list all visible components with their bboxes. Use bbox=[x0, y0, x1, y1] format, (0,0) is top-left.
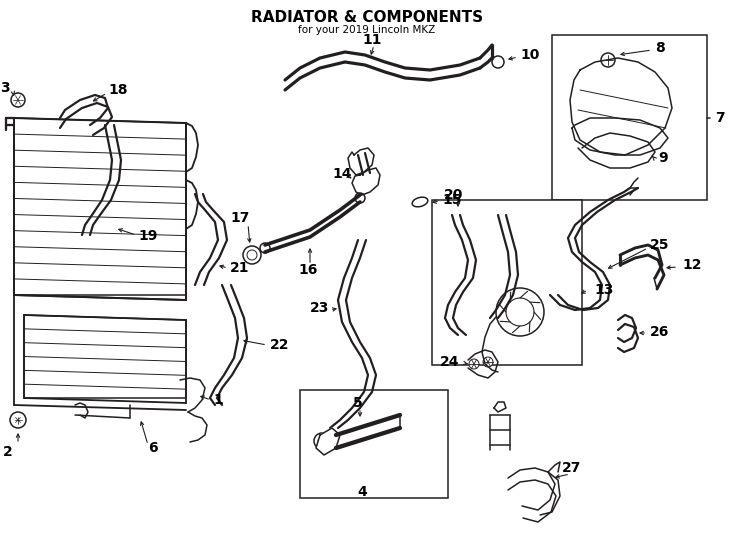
Text: 23: 23 bbox=[310, 301, 330, 315]
Ellipse shape bbox=[413, 197, 428, 207]
Circle shape bbox=[260, 243, 270, 253]
Circle shape bbox=[243, 246, 261, 264]
Text: 7: 7 bbox=[715, 111, 724, 125]
Circle shape bbox=[492, 56, 504, 68]
Text: 9: 9 bbox=[658, 151, 668, 165]
Text: 14: 14 bbox=[332, 167, 352, 181]
Text: for your 2019 Lincoln MKZ: for your 2019 Lincoln MKZ bbox=[299, 25, 435, 35]
Polygon shape bbox=[14, 118, 186, 295]
Circle shape bbox=[483, 357, 493, 367]
Text: RADIATOR & COMPONENTS: RADIATOR & COMPONENTS bbox=[251, 10, 483, 25]
Polygon shape bbox=[316, 428, 340, 455]
Text: 19: 19 bbox=[138, 229, 157, 243]
Text: 24: 24 bbox=[440, 355, 459, 369]
Text: 8: 8 bbox=[655, 41, 665, 55]
Text: 17: 17 bbox=[230, 211, 250, 225]
Text: 20: 20 bbox=[444, 188, 464, 202]
Circle shape bbox=[469, 359, 479, 369]
Circle shape bbox=[314, 433, 330, 449]
Circle shape bbox=[11, 93, 25, 107]
Circle shape bbox=[506, 298, 534, 326]
Circle shape bbox=[10, 412, 26, 428]
Text: 18: 18 bbox=[108, 83, 128, 97]
Text: 21: 21 bbox=[230, 261, 250, 275]
Text: 2: 2 bbox=[3, 445, 13, 459]
Circle shape bbox=[601, 53, 615, 67]
Circle shape bbox=[496, 288, 544, 336]
Circle shape bbox=[318, 437, 326, 445]
Text: 6: 6 bbox=[148, 441, 158, 455]
Bar bbox=[300, 390, 448, 498]
Text: 12: 12 bbox=[682, 258, 702, 272]
Text: 15: 15 bbox=[442, 193, 462, 207]
Polygon shape bbox=[24, 315, 186, 398]
Text: 25: 25 bbox=[650, 238, 669, 252]
Bar bbox=[432, 200, 582, 365]
Text: 1: 1 bbox=[213, 393, 222, 407]
Bar bbox=[552, 35, 707, 200]
Text: 27: 27 bbox=[562, 461, 581, 475]
Text: 4: 4 bbox=[357, 485, 367, 499]
Text: 3: 3 bbox=[0, 81, 10, 95]
Text: 26: 26 bbox=[650, 325, 669, 339]
Text: 11: 11 bbox=[363, 33, 382, 47]
Text: 16: 16 bbox=[298, 263, 318, 277]
Text: 22: 22 bbox=[270, 338, 289, 352]
Text: 5: 5 bbox=[353, 396, 363, 410]
Circle shape bbox=[247, 250, 257, 260]
Text: 13: 13 bbox=[594, 283, 614, 297]
Text: 10: 10 bbox=[520, 48, 539, 62]
Circle shape bbox=[355, 193, 365, 203]
